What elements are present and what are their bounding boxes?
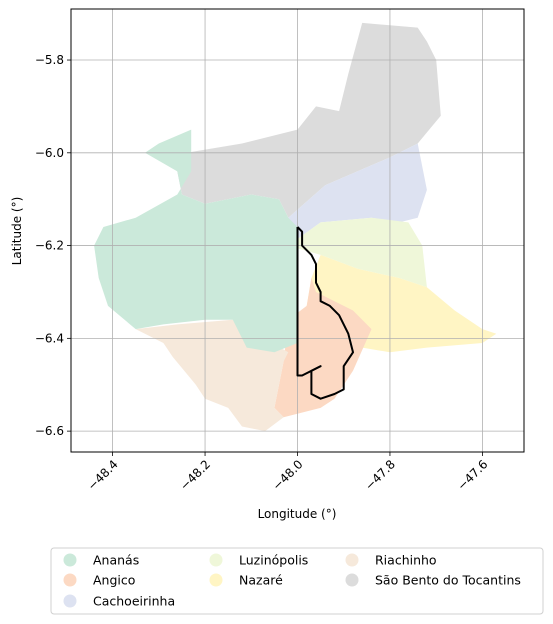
legend-label: Nazaré	[239, 573, 283, 588]
legend-swatch	[345, 573, 359, 587]
legend-item-nazare: Nazaré	[209, 573, 283, 588]
x-tick-label: −48.0	[270, 457, 306, 493]
y-tick-label: −6.6	[35, 424, 64, 438]
y-ticks: −5.8 −6.0 −6.2 −6.4 −6.6	[35, 53, 71, 438]
legend-item-riachinho: Riachinho	[345, 553, 437, 568]
region-sao-bento-do-tocantins	[177, 22, 441, 218]
region-angico	[274, 278, 372, 418]
x-ticks: −48.4 −48.2 −48.0 −47.8 −47.6	[85, 452, 491, 493]
y-tick-label: −5.8	[35, 53, 64, 67]
legend-item-ananas: Ananás	[63, 553, 139, 568]
y-tick-label: −6.4	[35, 331, 64, 345]
legend-frame	[50, 547, 544, 615]
legend-item-angico: Angico	[63, 573, 135, 588]
region-luzinopolis	[288, 217, 427, 288]
x-tick-label: −48.2	[177, 457, 213, 493]
x-axis-title: Longitude (°)	[258, 507, 337, 521]
region-cachoeirinha	[288, 143, 427, 246]
boundary-layer	[296, 226, 354, 400]
legend: Ananás Angico Cachoeirinha Luzinópolis Nazar…	[50, 547, 544, 615]
x-tick-label: −48.4	[85, 457, 121, 493]
legend-item-cachoeirinha: Cachoeirinha	[63, 594, 175, 609]
y-axis-title: Latitude (°)	[10, 197, 24, 266]
y-tick-label: −6.2	[35, 239, 64, 253]
region-layer	[94, 22, 497, 432]
region-ananas	[94, 129, 298, 353]
boundary-line	[296, 226, 354, 400]
legend-swatch	[63, 573, 77, 587]
x-tick-label: −47.8	[362, 457, 398, 493]
legend-swatch	[63, 594, 77, 608]
legend-label: Angico	[93, 573, 135, 588]
legend-label: Luzinópolis	[239, 553, 308, 568]
legend-item-sao-bento-do-tocantins: São Bento do Tocantins	[345, 573, 521, 588]
legend-label: Riachinho	[375, 553, 437, 568]
legend-swatch	[209, 553, 223, 567]
x-tick-label: −47.6	[455, 457, 491, 493]
legend-item-luzinopolis: Luzinópolis	[209, 553, 308, 568]
legend-label: Cachoeirinha	[93, 594, 175, 609]
y-tick-label: −6.0	[35, 146, 64, 160]
legend-label: Ananás	[93, 553, 139, 568]
legend-swatch	[63, 553, 77, 567]
legend-swatch	[345, 553, 359, 567]
legend-swatch	[209, 573, 223, 587]
legend-label: São Bento do Tocantins	[375, 573, 521, 588]
